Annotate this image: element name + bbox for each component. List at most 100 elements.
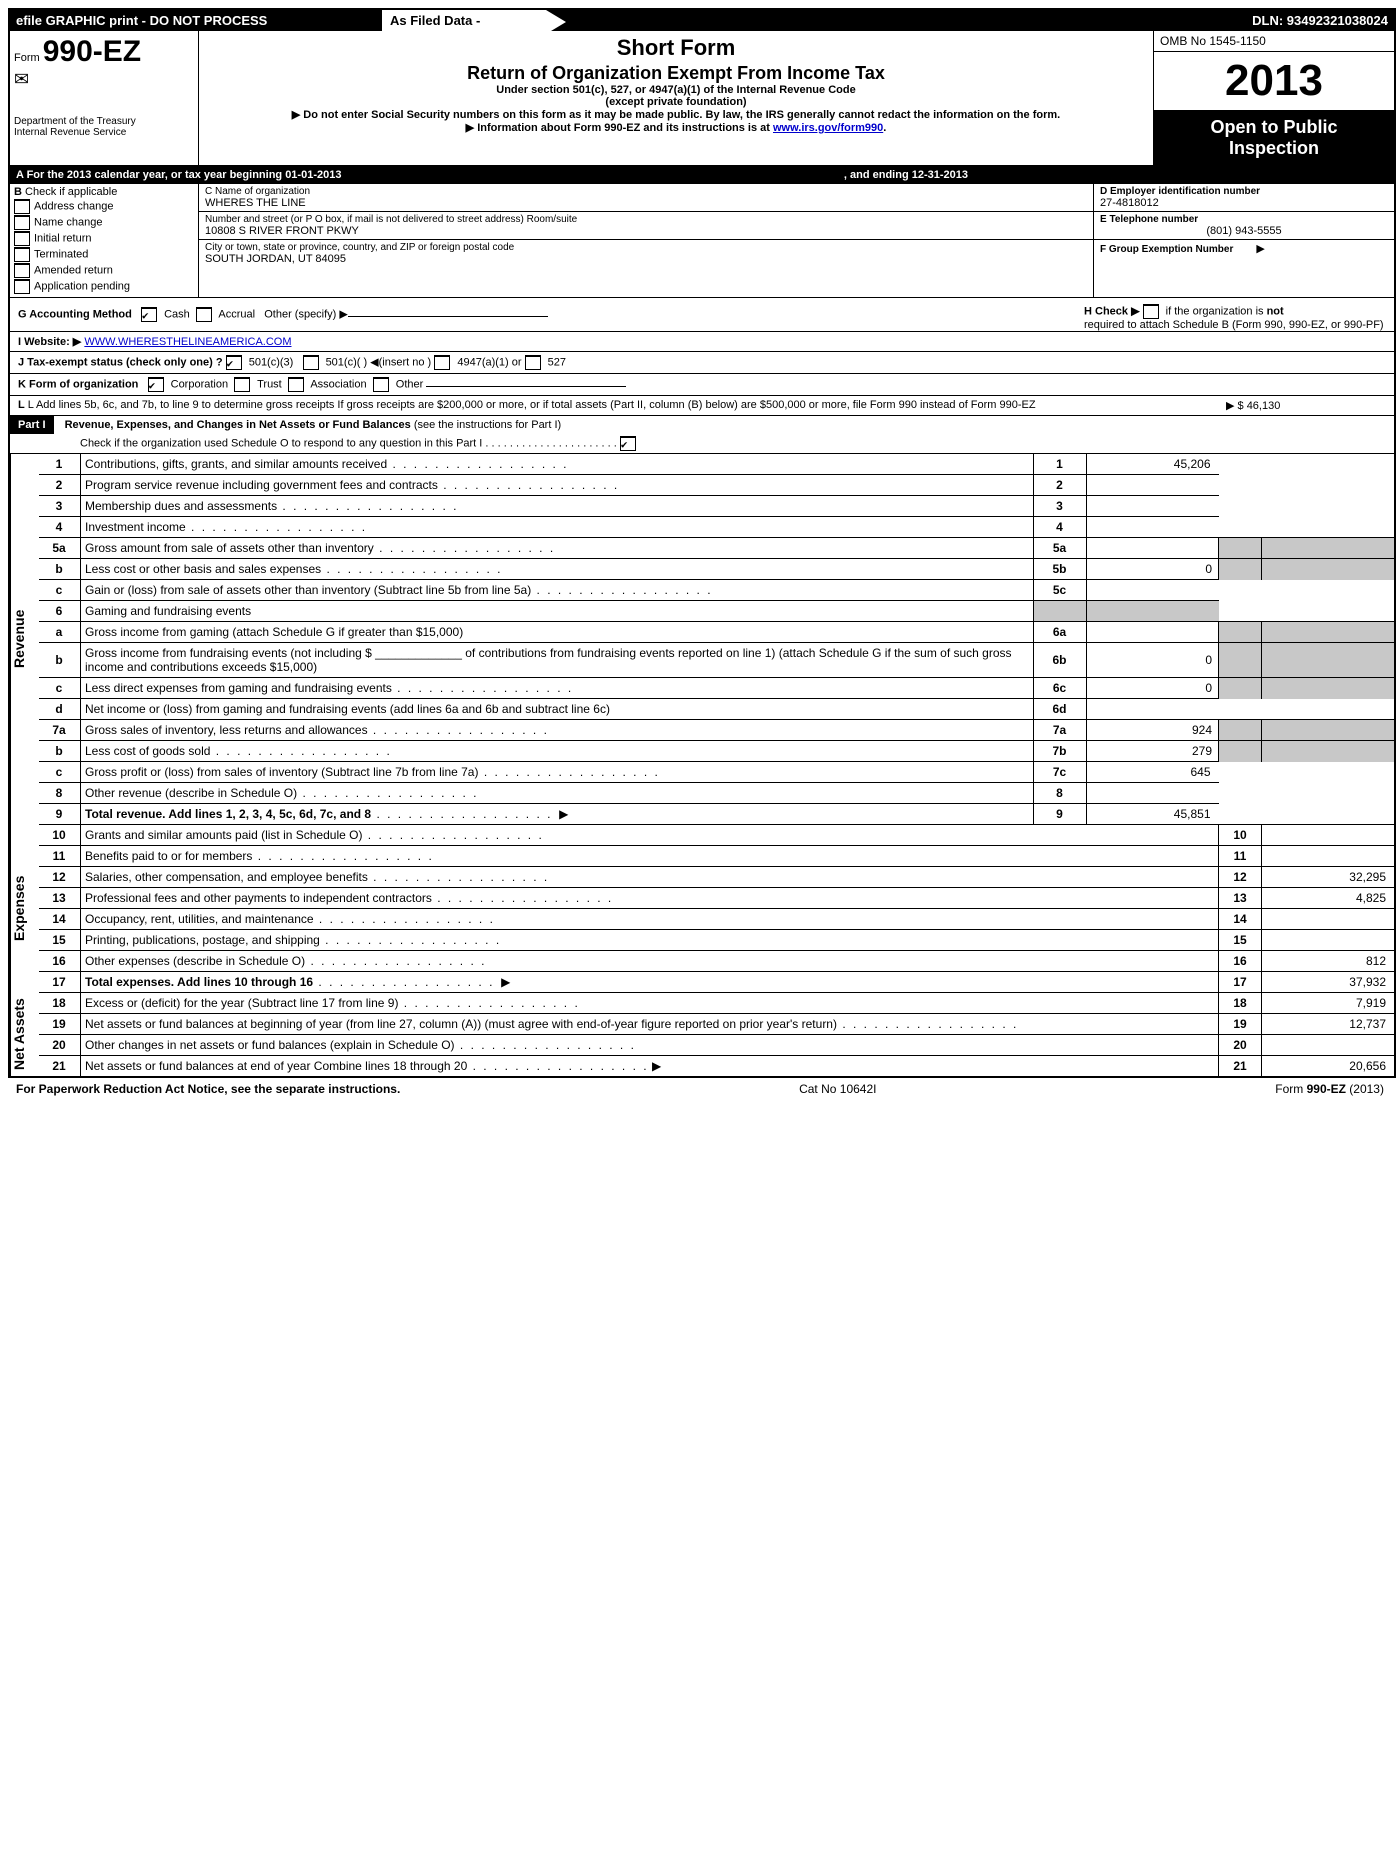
- form-header: Form 990-EZ ✉ Department of the Treasury…: [10, 31, 1394, 167]
- part1-header: Part I Revenue, Expenses, and Changes in…: [10, 416, 1394, 454]
- lt: Net assets or fund balances at beginning…: [85, 1017, 837, 1031]
- h-label: H Check ▶: [1084, 305, 1140, 317]
- k-line: K Form of organization ✔ Corporation Tru…: [10, 374, 1394, 396]
- rn: 10: [1219, 825, 1262, 846]
- lt: Gain or (loss) from sale of assets other…: [85, 583, 531, 597]
- ln: 1: [38, 454, 81, 475]
- ln: 17: [38, 972, 81, 993]
- ln: 11: [38, 846, 81, 867]
- rn: 1: [1033, 454, 1086, 475]
- lt: Total revenue. Add lines 1, 2, 3, 4, 5c,…: [85, 807, 371, 821]
- chk-h[interactable]: [1143, 304, 1159, 319]
- g-accrual: Accrual: [218, 308, 255, 320]
- lt: Net income or (loss) from gaming and fun…: [85, 702, 610, 716]
- chk-terminated[interactable]: Terminated: [14, 247, 194, 262]
- netassets-table: 18Excess or (deficit) for the year (Subt…: [38, 992, 1394, 1076]
- na: [1086, 622, 1219, 643]
- ln: d: [38, 699, 81, 720]
- chk-amended-return[interactable]: Amended return: [14, 263, 194, 278]
- na: [1086, 538, 1219, 559]
- amt: [1262, 846, 1395, 867]
- lt: Benefits paid to or for members: [85, 849, 252, 863]
- g-label: G Accounting Method: [18, 308, 132, 320]
- lt: Gross income from fundraising events (no…: [85, 646, 1012, 674]
- ein-value: 27-4818012: [1100, 197, 1388, 209]
- tax-year: 2013: [1154, 52, 1394, 111]
- irs: Internal Revenue Service: [14, 127, 194, 138]
- chk-cash[interactable]: ✔: [141, 307, 157, 322]
- rn: 19: [1219, 1014, 1262, 1035]
- ln: 18: [38, 993, 81, 1014]
- rn: 17: [1219, 972, 1262, 993]
- amt: [1086, 517, 1219, 538]
- g-other: Other (specify) ▶: [264, 308, 348, 320]
- j-line: J Tax-exempt status (check only one) ? ✔…: [10, 352, 1394, 374]
- na: 279: [1086, 741, 1219, 762]
- chk-corp[interactable]: ✔: [148, 377, 164, 392]
- chk-application-pending[interactable]: Application pending: [14, 279, 194, 294]
- col-de: D Employer identification number 27-4818…: [1094, 184, 1394, 297]
- lt: Less cost or other basis and sales expen…: [85, 562, 321, 576]
- line-a: A For the 2013 calendar year, or tax yea…: [10, 167, 1394, 184]
- lt: Membership dues and assessments: [85, 499, 277, 513]
- chk-501c[interactable]: [303, 355, 319, 370]
- k-corp: Corporation: [171, 378, 228, 390]
- short-form-title: Short Form: [209, 35, 1143, 61]
- ln: c: [38, 762, 81, 783]
- rn: 11: [1219, 846, 1262, 867]
- chk-assoc[interactable]: [288, 377, 304, 392]
- chk-label: Terminated: [34, 248, 88, 260]
- rn: 3: [1033, 496, 1086, 517]
- ln: b: [38, 643, 81, 678]
- rn: 13: [1219, 888, 1262, 909]
- ln: c: [38, 580, 81, 601]
- chk-trust[interactable]: [234, 377, 250, 392]
- irs-link[interactable]: www.irs.gov/form990: [773, 122, 883, 134]
- website-link[interactable]: WWW.WHERESTHELINEAMERICA.COM: [84, 336, 291, 348]
- lt: Gross income from gaming (attach Schedul…: [85, 625, 463, 639]
- rn: 4: [1033, 517, 1086, 538]
- nb: 6a: [1033, 622, 1086, 643]
- chk-other[interactable]: [373, 377, 389, 392]
- expenses-label: Expenses: [10, 824, 39, 992]
- lt: Grants and similar amounts paid (list in…: [85, 828, 362, 842]
- k-label: K Form of organization: [18, 378, 138, 390]
- form-number: 990-EZ: [43, 35, 141, 68]
- chk-name-change[interactable]: Name change: [14, 215, 194, 230]
- l-line: L L Add lines 5b, 6c, and 7b, to line 9 …: [10, 396, 1394, 416]
- dln: DLN: 93492321038024: [546, 10, 1394, 31]
- rn: 7c: [1033, 762, 1086, 783]
- chk-501c3[interactable]: ✔: [226, 355, 242, 370]
- ln: 20: [38, 1035, 81, 1056]
- chk-527[interactable]: [525, 355, 541, 370]
- nb: 5a: [1033, 538, 1086, 559]
- amt: [1262, 825, 1395, 846]
- part1-instr: (see the instructions for Part I): [414, 419, 561, 431]
- chk-4947[interactable]: [434, 355, 450, 370]
- amt: 45,206: [1086, 454, 1219, 475]
- revenue-label: Revenue: [10, 454, 39, 824]
- revenue-table: 1Contributions, gifts, grants, and simil…: [38, 454, 1394, 824]
- efile-notice: efile GRAPHIC print - DO NOT PROCESS: [10, 10, 384, 31]
- footer-left: For Paperwork Reduction Act Notice, see …: [16, 1082, 400, 1096]
- top-bar: efile GRAPHIC print - DO NOT PROCESS As …: [10, 10, 1394, 31]
- lt: Occupancy, rent, utilities, and maintena…: [85, 912, 314, 926]
- amt: [1086, 783, 1219, 804]
- title-block: Short Form Return of Organization Exempt…: [199, 31, 1153, 165]
- form-id-box: Form 990-EZ ✉ Department of the Treasury…: [10, 31, 199, 165]
- chk-address-change[interactable]: Address change: [14, 199, 194, 214]
- page-footer: For Paperwork Reduction Act Notice, see …: [8, 1078, 1392, 1100]
- rn: 12: [1219, 867, 1262, 888]
- chk-initial-return[interactable]: Initial return: [14, 231, 194, 246]
- chk-label: Address change: [34, 200, 114, 212]
- chk-accrual[interactable]: [196, 307, 212, 322]
- lt: Gaming and fundraising events: [85, 604, 251, 618]
- rn: 20: [1219, 1035, 1262, 1056]
- amt: [1086, 475, 1219, 496]
- check-mark-icon: ✔: [621, 438, 628, 451]
- lt: Net assets or fund balances at end of ye…: [85, 1059, 467, 1073]
- lt: Other revenue (describe in Schedule O): [85, 786, 297, 800]
- na: 0: [1086, 678, 1219, 699]
- chk-schedule-o[interactable]: ✔: [620, 436, 636, 451]
- ln: a: [38, 622, 81, 643]
